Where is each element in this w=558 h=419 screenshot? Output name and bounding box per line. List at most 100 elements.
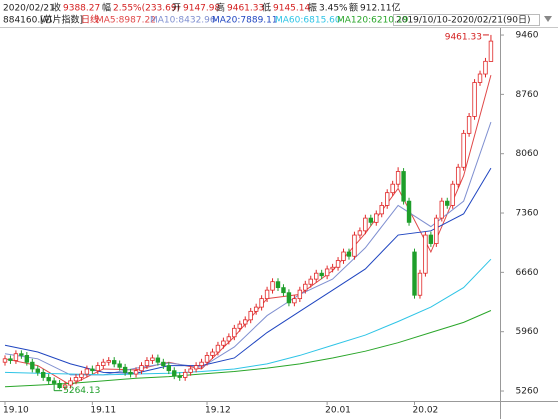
candle-body bbox=[368, 217, 374, 223]
candle-body bbox=[122, 366, 128, 373]
candle-body bbox=[232, 327, 237, 338]
candle-body bbox=[374, 213, 379, 223]
x-tick-label: 19.12 bbox=[205, 406, 231, 416]
code: 884160.WI bbox=[3, 16, 52, 26]
candle-body bbox=[455, 166, 461, 185]
candle-body bbox=[390, 183, 395, 194]
y-tick-label: 7360 bbox=[516, 209, 539, 219]
legend-entry: MA20:7889.11 bbox=[212, 16, 278, 26]
info-value: 2.55%(233.69) bbox=[113, 4, 180, 14]
candle-body bbox=[57, 382, 62, 389]
candle-body bbox=[461, 132, 466, 168]
candle-body bbox=[423, 234, 428, 274]
candle-body bbox=[199, 361, 204, 366]
candle-body bbox=[275, 281, 281, 289]
candle-body bbox=[406, 200, 412, 223]
candle-body bbox=[144, 360, 150, 366]
candle-body bbox=[95, 365, 101, 372]
candle-body bbox=[90, 368, 95, 372]
candle-body bbox=[253, 306, 259, 312]
candle-body bbox=[2, 358, 8, 363]
y-tick-label: 8760 bbox=[516, 90, 539, 100]
y-tick-label: 6660 bbox=[516, 268, 539, 278]
info-value: 9147.98 bbox=[183, 4, 220, 14]
candle-body bbox=[188, 368, 193, 373]
candle-body bbox=[259, 298, 264, 308]
candle-body bbox=[330, 266, 335, 270]
candle-body bbox=[292, 298, 297, 304]
candle-body bbox=[172, 370, 177, 377]
info-label: 低 bbox=[262, 2, 271, 14]
candle-body bbox=[139, 365, 144, 372]
candle-body bbox=[384, 192, 390, 206]
info-value: 9388.27 bbox=[63, 4, 100, 14]
legend-entry: MA120:6210.19 bbox=[337, 16, 409, 26]
candle-body bbox=[177, 375, 182, 378]
candle-body bbox=[352, 234, 357, 257]
legend-entry: MA10:8432.96 bbox=[150, 16, 216, 26]
candle-body bbox=[264, 289, 270, 300]
candle-body bbox=[204, 355, 210, 363]
range-dropdown-icon[interactable] bbox=[544, 16, 552, 22]
index-name: [芯片指数] bbox=[40, 14, 83, 26]
range-box bbox=[393, 14, 540, 26]
info-label: 额 bbox=[349, 2, 358, 14]
candle-body bbox=[155, 357, 161, 363]
candle-body bbox=[193, 365, 199, 370]
candle-body bbox=[215, 344, 221, 353]
candle-body bbox=[117, 363, 122, 368]
candle-body bbox=[308, 278, 313, 285]
candle-body bbox=[412, 251, 417, 296]
x-tick-label: 20.02 bbox=[413, 406, 439, 416]
candle-body bbox=[324, 268, 330, 277]
candle-body bbox=[379, 204, 384, 215]
ma-line bbox=[4, 310, 492, 388]
candle-body bbox=[357, 230, 363, 236]
candle-body bbox=[466, 116, 472, 134]
info-label: 振 bbox=[308, 2, 317, 14]
candle-body bbox=[106, 360, 111, 363]
date-range: 2019/10/10-2020/02/21(90日) bbox=[396, 15, 530, 26]
candle-body bbox=[150, 357, 155, 361]
candle-body bbox=[112, 360, 117, 365]
legend-entry: MA5:8987.22 bbox=[96, 16, 156, 26]
candle-body bbox=[483, 60, 488, 75]
candle-body bbox=[395, 171, 401, 185]
candle-body bbox=[13, 353, 19, 361]
period: 日线 bbox=[81, 14, 99, 26]
date: 2020/02/21 bbox=[3, 4, 55, 14]
candle-body bbox=[161, 361, 166, 366]
candle-body bbox=[46, 377, 51, 382]
candle-body bbox=[450, 183, 455, 206]
candle-body bbox=[270, 281, 275, 291]
candle-body bbox=[243, 319, 248, 325]
candle-body bbox=[314, 272, 319, 280]
info-value: 9461.33 bbox=[227, 4, 264, 14]
candle-body bbox=[210, 351, 215, 356]
candle-body bbox=[286, 292, 292, 304]
candle-body bbox=[237, 323, 242, 329]
candle-body bbox=[79, 373, 84, 378]
candle-body bbox=[401, 171, 406, 202]
candle-body bbox=[30, 361, 35, 370]
candle-body bbox=[84, 368, 90, 375]
candle-body bbox=[281, 287, 286, 294]
candle-body bbox=[341, 251, 346, 261]
x-tick-label: 19.10 bbox=[3, 406, 29, 416]
candle-body bbox=[166, 365, 171, 372]
candle-body bbox=[182, 371, 188, 378]
candle-body bbox=[445, 200, 450, 206]
candle-body bbox=[303, 283, 308, 291]
candle-body bbox=[434, 217, 439, 244]
candle-body bbox=[346, 251, 352, 257]
candle-body bbox=[488, 40, 494, 62]
candle-body bbox=[35, 368, 40, 373]
candle-body bbox=[41, 371, 46, 378]
y-tick-label: 9460 bbox=[516, 31, 539, 41]
candle-body bbox=[8, 358, 13, 361]
x-tick-label: 19.11 bbox=[90, 406, 116, 416]
candle-body bbox=[363, 217, 368, 232]
candle-body bbox=[19, 353, 24, 356]
info-value: 9145.14 bbox=[273, 4, 310, 14]
